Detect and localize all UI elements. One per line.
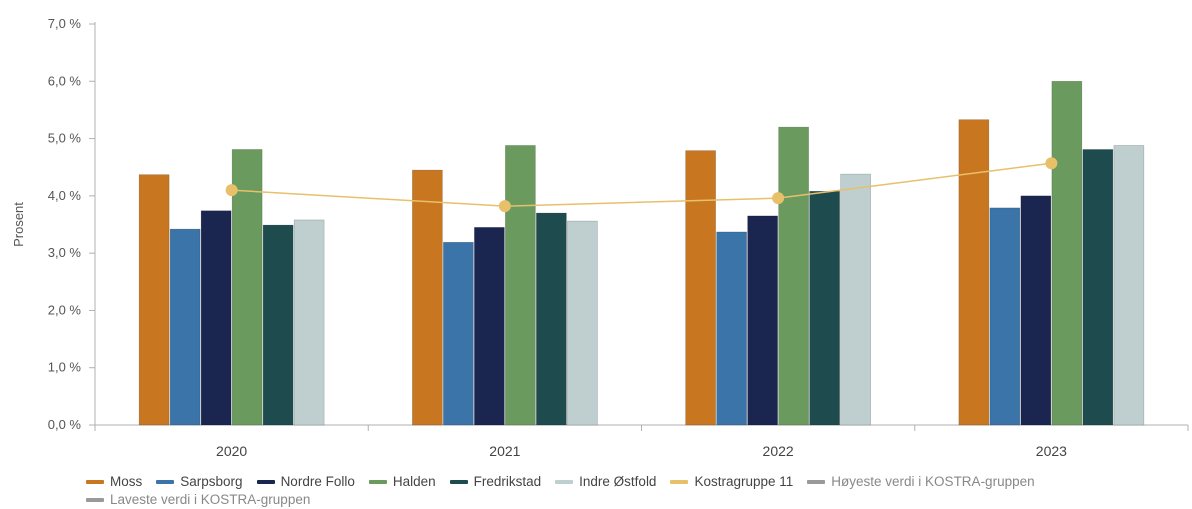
bar bbox=[1020, 195, 1052, 426]
line-point bbox=[498, 200, 511, 213]
legend-label: Laveste verdi i KOSTRA-gruppen bbox=[110, 492, 311, 507]
legend-item[interactable]: Sarpsborg bbox=[156, 474, 243, 490]
legend-label: Sarpsborg bbox=[180, 474, 243, 489]
legend-swatch bbox=[368, 480, 387, 484]
bar bbox=[1082, 149, 1114, 426]
x-tick-label: 2022 bbox=[763, 443, 794, 459]
legend-swatch bbox=[86, 480, 104, 484]
y-tick-label: 1,0 % bbox=[48, 360, 82, 375]
bars bbox=[138, 80, 1145, 426]
legend-swatch bbox=[807, 480, 826, 484]
legend-label: Nordre Follo bbox=[280, 474, 355, 489]
y-tick-label: 2,0 % bbox=[48, 302, 82, 317]
bar bbox=[262, 224, 294, 426]
bar-chart: 0,0 % 1,0 % 2,0 % 3,0 % 4,0 % 5,0 % 6,0 % 7,0 %… bbox=[11, 16, 1189, 459]
bar bbox=[231, 149, 263, 426]
bar bbox=[412, 169, 443, 426]
bar bbox=[1113, 145, 1145, 426]
bar bbox=[536, 212, 567, 426]
bar bbox=[809, 190, 840, 426]
y-tick-label: 4,0 % bbox=[48, 188, 82, 203]
legend-label: Høyeste verdi i KOSTRA-gruppen bbox=[831, 474, 1035, 489]
legend-label: Indre Østfold bbox=[579, 474, 657, 489]
line-path bbox=[231, 162, 1052, 207]
legend-swatch bbox=[555, 480, 574, 484]
bar bbox=[989, 207, 1021, 426]
legend-swatch bbox=[449, 480, 468, 484]
bar bbox=[840, 173, 871, 426]
legend-item[interactable]: Halden bbox=[368, 474, 436, 490]
bar bbox=[567, 220, 598, 426]
kostragruppe-line bbox=[225, 157, 1058, 213]
bar bbox=[200, 210, 232, 426]
y-tick-label: 7,0 % bbox=[48, 16, 82, 31]
x-tick-label: 2023 bbox=[1036, 443, 1067, 459]
legend-item[interactable]: Laveste verdi i KOSTRA-gruppen bbox=[86, 492, 310, 508]
bar bbox=[505, 145, 536, 426]
legend-swatch bbox=[670, 480, 689, 484]
line-point bbox=[772, 192, 785, 205]
bar bbox=[958, 119, 990, 426]
legend: Moss Sarpsborg Nordre Follo Halden Fredrikst… bbox=[86, 474, 1166, 508]
x-tick-label: 2021 bbox=[489, 443, 520, 459]
legend-swatch bbox=[86, 498, 104, 502]
legend-label: Halden bbox=[392, 474, 436, 489]
legend-label: Kostragruppe 11 bbox=[694, 474, 794, 489]
legend-item[interactable]: Indre Østfold bbox=[555, 474, 656, 490]
y-tick-label: 0,0 % bbox=[48, 417, 82, 432]
line-point bbox=[1045, 157, 1058, 170]
legend-swatch bbox=[256, 480, 275, 484]
line-point bbox=[225, 184, 238, 197]
bar bbox=[293, 219, 325, 426]
y-axis: 0,0 % 1,0 % 2,0 % 3,0 % 4,0 % 5,0 % 6,0 % 7,0 % bbox=[48, 16, 96, 432]
bar bbox=[778, 126, 809, 426]
x-tick-label: 2020 bbox=[216, 443, 247, 459]
y-tick-label: 5,0 % bbox=[48, 131, 82, 146]
legend-swatch bbox=[156, 480, 175, 484]
bar bbox=[443, 241, 474, 426]
legend-item[interactable]: Moss bbox=[86, 474, 142, 490]
legend-label: Fredrikstad bbox=[473, 474, 542, 489]
x-axis: 2020 2021 2022 2023 bbox=[94, 424, 1189, 459]
legend-label: Moss bbox=[110, 474, 143, 489]
legend-item[interactable]: Kostragruppe 11 bbox=[670, 474, 793, 490]
bar bbox=[1051, 80, 1083, 426]
legend-item[interactable]: Nordre Follo bbox=[256, 474, 355, 490]
bar bbox=[474, 227, 505, 426]
y-axis-label: Prosent bbox=[11, 202, 26, 247]
y-tick-label: 6,0 % bbox=[48, 73, 82, 88]
bar bbox=[685, 150, 716, 426]
bar bbox=[138, 174, 170, 426]
bar bbox=[747, 215, 778, 426]
legend-item[interactable]: Fredrikstad bbox=[449, 474, 542, 490]
legend-item[interactable]: Høyeste verdi i KOSTRA-gruppen bbox=[807, 474, 1035, 490]
bar bbox=[716, 231, 747, 426]
bar bbox=[169, 228, 201, 426]
y-tick-label: 3,0 % bbox=[48, 245, 82, 260]
